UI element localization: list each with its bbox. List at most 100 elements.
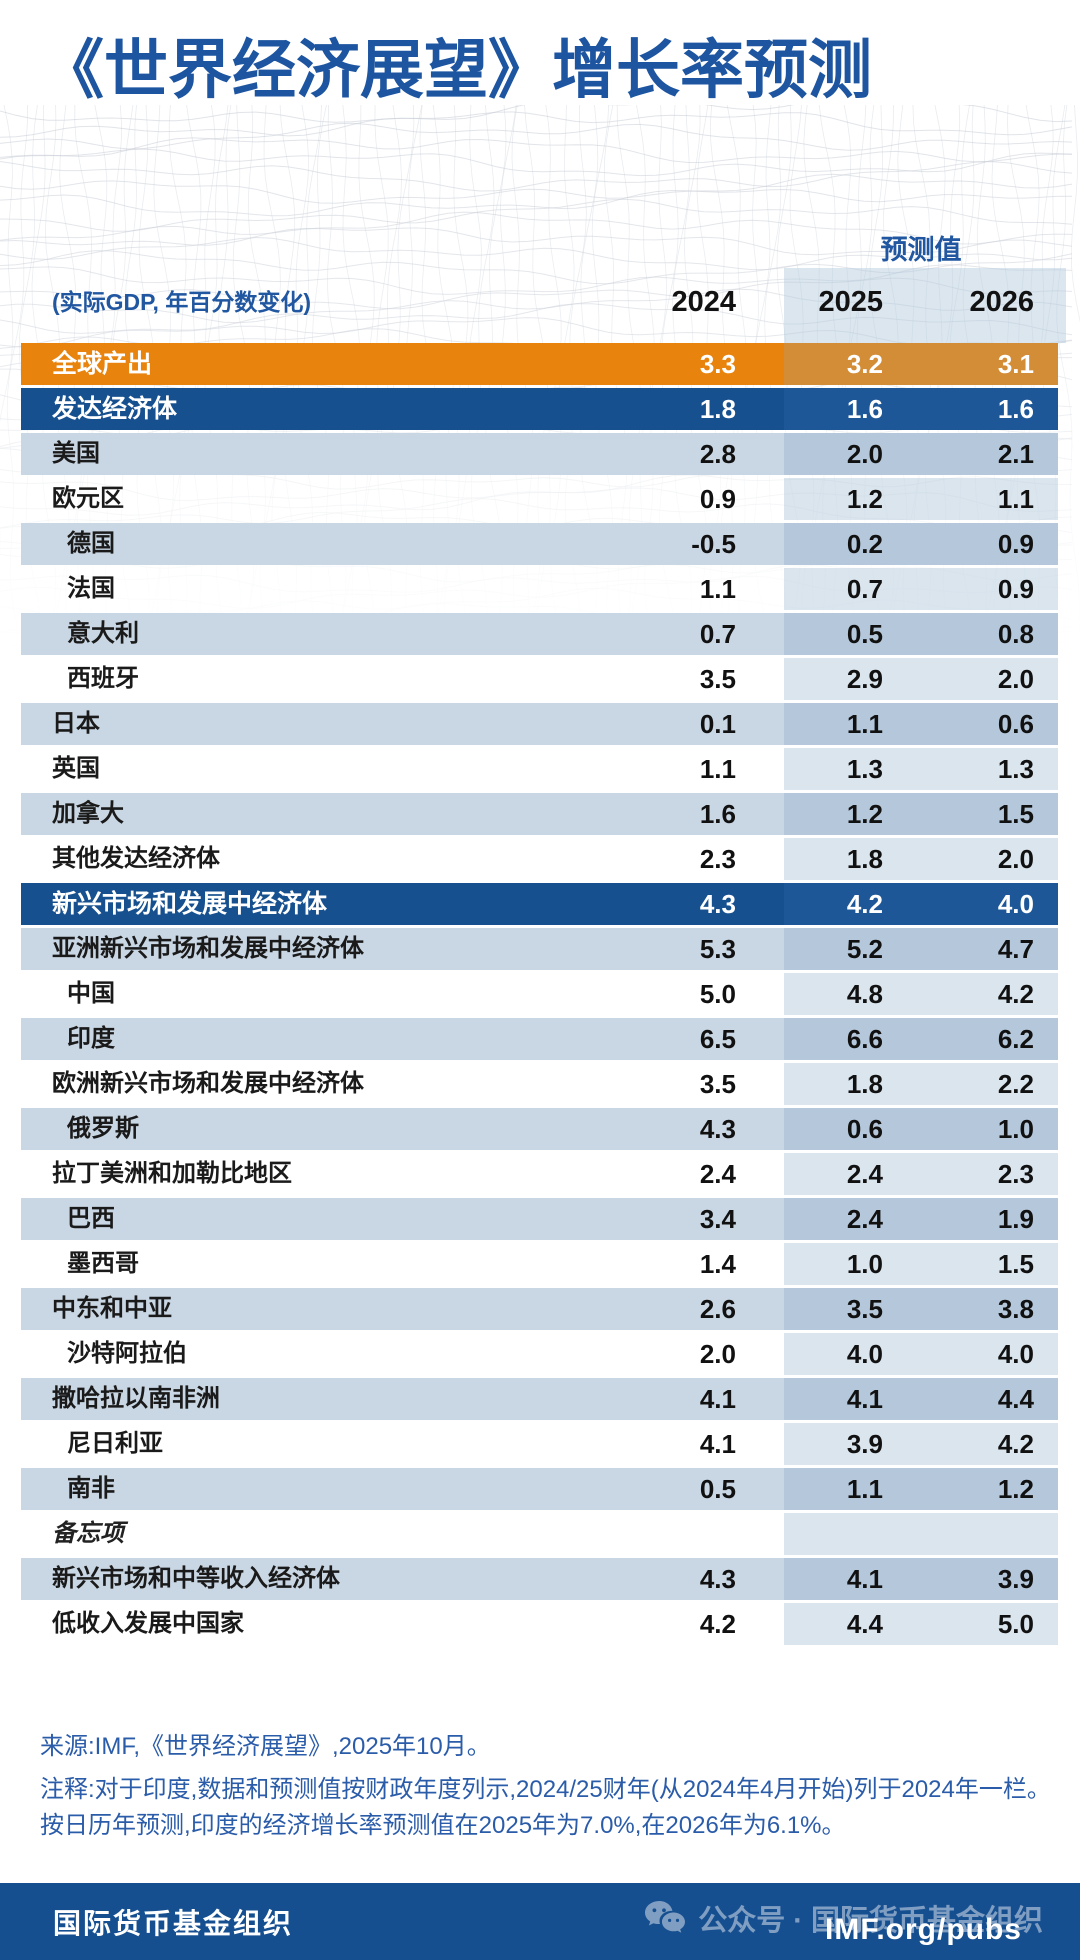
value-2026: 0.8 (921, 613, 1058, 655)
value-2025: 4.8 (784, 973, 921, 1015)
row-label: 巴西 (67, 1205, 115, 1232)
value-2026 (921, 1513, 1058, 1555)
table-row: 俄罗斯 4.3 0.6 1.0 (21, 1108, 1058, 1150)
table-row: 意大利 0.7 0.5 0.8 (21, 613, 1058, 655)
table-row: 南非 0.5 1.1 1.2 (21, 1468, 1058, 1510)
value-2026: 4.2 (921, 1423, 1058, 1465)
value-2024: 5.0 (699, 979, 736, 1009)
table-row: 沙特阿拉伯 2.0 4.0 4.0 (21, 1333, 1058, 1375)
table-row: 欧洲新兴市场和发展中经济体 3.5 1.8 2.2 (21, 1063, 1058, 1105)
value-2024: 1.6 (699, 799, 736, 829)
value-2025: 0.7 (784, 568, 921, 610)
value-2024: 0.9 (699, 484, 736, 514)
value-2025: 3.9 (784, 1423, 921, 1465)
row-label: 低收入发展中国家 (52, 1610, 244, 1637)
table-row: 新兴市场和中等收入经济体 4.3 4.1 3.9 (21, 1558, 1058, 1600)
row-label: 撒哈拉以南非洲 (52, 1385, 220, 1412)
row-label: 尼日利亚 (67, 1430, 163, 1457)
row-label: 新兴市场和发展中经济体 (52, 890, 328, 918)
value-2025: 1.2 (784, 793, 921, 835)
value-2026: 1.6 (921, 388, 1058, 430)
value-2024: 4.3 (699, 1114, 736, 1144)
table-row: 低收入发展中国家 4.2 4.4 5.0 (21, 1603, 1058, 1645)
value-2024: 4.1 (699, 1429, 736, 1459)
value-2024: 0.1 (699, 709, 736, 739)
wechat-account-label: 公众号 · 国际货币基金组织 (698, 1905, 1043, 1937)
row-label: 中东和中亚 (52, 1295, 172, 1322)
table-row: 中东和中亚 2.6 3.5 3.8 (21, 1288, 1058, 1330)
value-2025: 3.2 (784, 343, 921, 385)
value-2025: 1.3 (784, 748, 921, 790)
value-2024: 2.8 (699, 439, 736, 469)
value-2025: 0.2 (784, 523, 921, 565)
value-2026: 2.0 (921, 838, 1058, 880)
value-2024: 4.2 (699, 1609, 736, 1639)
value-2026: 2.1 (921, 433, 1058, 475)
table-row: 发达经济体 1.8 1.6 1.6 (21, 388, 1058, 430)
value-2026: 4.2 (921, 973, 1058, 1015)
value-2026: 4.4 (921, 1378, 1058, 1420)
row-label: 德国 (67, 530, 115, 557)
row-label: 俄罗斯 (67, 1115, 139, 1142)
forecast-value-label: 预测值 (880, 235, 962, 265)
unit-label: (实际GDP, 年百分数变化) (52, 289, 311, 315)
value-2025: 6.6 (784, 1018, 921, 1060)
india-footnote: 注释:对于印度,数据和预测值按财政年度列示,2024/25财年(从2024年4月… (40, 1776, 1051, 1839)
value-2026: 4.0 (921, 883, 1058, 925)
value-2026: 4.0 (921, 1333, 1058, 1375)
row-label: 新兴市场和中等收入经济体 (52, 1565, 340, 1592)
value-2024: 1.1 (699, 754, 736, 784)
table-row: 撒哈拉以南非洲 4.1 4.1 4.4 (21, 1378, 1058, 1420)
row-label: 中国 (67, 980, 115, 1007)
value-2024: 1.4 (699, 1249, 736, 1279)
value-2025 (784, 1513, 921, 1555)
value-2025: 1.8 (784, 838, 921, 880)
value-2024: 2.6 (699, 1294, 736, 1324)
year-column-2024: 2024 (671, 286, 736, 318)
table-row: 拉丁美洲和加勒比地区 2.4 2.4 2.3 (21, 1153, 1058, 1195)
footer-bar: 国际货币基金组织 公众号 · 国际货币基金组织 IMF.org/pubs (0, 1883, 1080, 1960)
value-2024: 1.1 (699, 574, 736, 604)
table-row: 新兴市场和发展中经济体 4.3 4.2 4.0 (21, 883, 1058, 925)
value-2024: 4.3 (699, 1564, 736, 1594)
value-2026: 1.1 (921, 478, 1058, 520)
value-2026: 1.5 (921, 1243, 1058, 1285)
row-label: 拉丁美洲和加勒比地区 (52, 1160, 292, 1187)
value-2026: 0.9 (921, 568, 1058, 610)
value-2024 (664, 1513, 784, 1555)
value-2026: 3.8 (921, 1288, 1058, 1330)
imf-url: IMF.org/pubs (825, 1913, 1022, 1946)
table-row: 全球产出 3.3 3.2 3.1 (21, 343, 1058, 385)
table-row: 英国 1.1 1.3 1.3 (21, 748, 1058, 790)
table-row: 印度 6.5 6.6 6.2 (21, 1018, 1058, 1060)
value-2025: 2.9 (784, 658, 921, 700)
value-2026: 4.7 (921, 928, 1058, 970)
value-2026: 1.0 (921, 1108, 1058, 1150)
value-2025: 0.6 (784, 1108, 921, 1150)
growth-forecast-table: 全球产出 3.3 3.2 3.1 发达经济体 1.8 1.6 1.6 美国 2.… (21, 343, 1058, 1648)
row-label: 欧元区 (52, 485, 124, 512)
row-label: 亚洲新兴市场和发展中经济体 (52, 935, 364, 962)
value-2024: 2.0 (699, 1339, 736, 1369)
row-label: 南非 (67, 1475, 115, 1502)
page-title: 《世界经济展望》增长率预测 (40, 34, 872, 106)
table-header: (实际GDP, 年百分数变化) 2024 2025 2026 (21, 283, 1058, 323)
value-2024: 3.5 (699, 1069, 736, 1099)
table-row: 中国 5.0 4.8 4.2 (21, 973, 1058, 1015)
row-label: 其他发达经济体 (52, 845, 220, 872)
wechat-watermark: 公众号 · 国际货币基金组织 (644, 1897, 1043, 1939)
value-2025: 1.1 (784, 1468, 921, 1510)
value-2024: 5.3 (699, 934, 736, 964)
value-2026: 2.3 (921, 1153, 1058, 1195)
year-column-2025: 2025 (818, 286, 883, 318)
value-2026: 2.0 (921, 658, 1058, 700)
table-row: 加拿大 1.6 1.2 1.5 (21, 793, 1058, 835)
forecast-column-band (784, 268, 1066, 343)
row-label: 法国 (67, 575, 115, 602)
value-2025: 1.0 (784, 1243, 921, 1285)
value-2024: 3.4 (699, 1204, 736, 1234)
value-2024: 1.8 (699, 394, 736, 424)
value-2026: 3.9 (921, 1558, 1058, 1600)
wechat-icon (645, 1901, 686, 1933)
